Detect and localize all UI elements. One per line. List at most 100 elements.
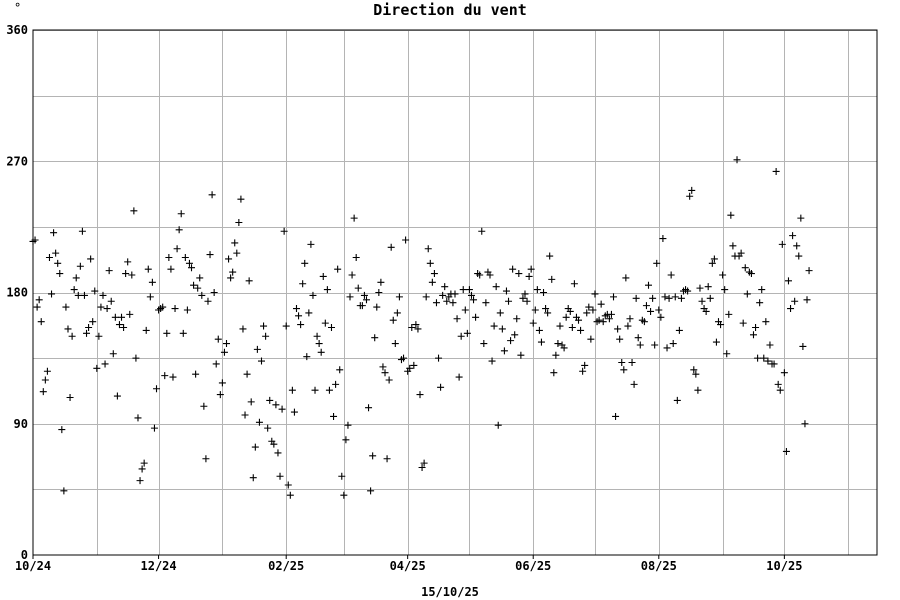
- data-point-marker: [544, 309, 552, 317]
- data-point-marker: [111, 313, 119, 321]
- data-point-marker: [511, 331, 519, 339]
- data-point-marker: [204, 297, 212, 305]
- data-point-marker: [636, 341, 644, 349]
- data-point-marker: [784, 277, 792, 285]
- data-point-marker: [758, 286, 766, 294]
- data-point-marker: [257, 357, 265, 365]
- data-point-marker: [373, 303, 381, 311]
- data-point-marker: [704, 283, 712, 291]
- data-point-marker: [805, 267, 813, 275]
- data-point-marker: [402, 236, 410, 244]
- data-point-marker: [126, 310, 134, 318]
- data-point-marker: [290, 408, 298, 416]
- data-point-marker: [200, 402, 208, 410]
- data-point-marker: [276, 472, 284, 480]
- data-point-marker: [292, 305, 300, 313]
- data-point-marker: [167, 265, 175, 273]
- data-point-marker: [624, 322, 632, 330]
- data-point-marker: [537, 338, 545, 346]
- y-tick-label: 90: [14, 417, 28, 431]
- data-point-marker: [132, 354, 140, 362]
- data-point-marker: [490, 322, 498, 330]
- data-point-marker: [338, 472, 346, 480]
- data-point-marker: [264, 424, 272, 432]
- data-point-marker: [747, 270, 755, 278]
- y-tick-label: 180: [6, 286, 28, 300]
- data-point-marker: [591, 290, 599, 298]
- data-point-marker: [418, 464, 426, 471]
- data-point-marker: [647, 307, 655, 315]
- data-point-marker: [354, 284, 362, 292]
- data-point-marker: [177, 210, 185, 218]
- data-point-marker: [562, 313, 570, 321]
- data-point-marker: [797, 214, 805, 222]
- data-point-marker: [31, 236, 39, 244]
- data-point-marker: [412, 321, 420, 329]
- data-point-marker: [463, 329, 471, 337]
- data-point-marker: [665, 294, 673, 302]
- data-point-marker: [770, 360, 778, 368]
- data-point-marker: [776, 386, 784, 394]
- gridlines: [33, 30, 877, 555]
- data-point-marker: [430, 270, 438, 278]
- data-point-marker: [552, 351, 560, 359]
- data-point-marker: [144, 265, 152, 273]
- data-point-marker: [612, 412, 620, 420]
- data-point-marker: [120, 324, 128, 331]
- data-point-marker: [529, 319, 537, 327]
- data-point-marker: [282, 322, 290, 330]
- data-point-marker: [60, 487, 68, 495]
- data-point-marker: [581, 361, 589, 369]
- data-point-marker: [585, 303, 593, 311]
- data-point-marker: [97, 303, 105, 311]
- data-point-marker: [587, 335, 595, 343]
- data-point-marker: [517, 351, 525, 359]
- data-point-marker: [420, 459, 428, 467]
- data-point-marker: [241, 411, 249, 419]
- data-point-marker: [480, 340, 488, 348]
- data-point-marker: [486, 271, 494, 279]
- data-point-marker: [542, 305, 550, 313]
- data-point-marker: [270, 440, 278, 448]
- data-point-marker: [284, 481, 292, 489]
- data-point-marker: [375, 289, 383, 296]
- data-point-marker: [566, 307, 574, 315]
- data-point-marker: [50, 229, 58, 237]
- data-point-marker: [661, 293, 669, 301]
- data-point-marker: [673, 396, 681, 404]
- data-point-marker: [274, 449, 282, 457]
- data-point-marker: [663, 344, 671, 352]
- data-point-marker: [453, 315, 461, 323]
- data-point-marker: [533, 286, 541, 294]
- data-point-marker: [391, 340, 399, 348]
- data-point-marker: [727, 211, 735, 219]
- data-point-marker: [192, 370, 200, 378]
- data-point-marker: [570, 280, 578, 288]
- data-point-marker: [56, 270, 64, 278]
- data-point-marker: [332, 380, 340, 388]
- data-point-marker: [694, 386, 702, 394]
- data-point-marker: [492, 283, 500, 291]
- data-point-marker: [733, 156, 741, 164]
- data-point-marker: [358, 302, 366, 310]
- data-point-marker: [122, 270, 130, 278]
- data-point-marker: [651, 341, 659, 349]
- data-point-marker: [307, 240, 315, 248]
- data-point-marker: [342, 436, 350, 444]
- data-point-marker: [702, 307, 710, 315]
- data-point-marker: [717, 321, 725, 329]
- data-point-marker: [610, 293, 618, 301]
- data-point-marker: [550, 369, 558, 377]
- data-point-marker: [190, 281, 198, 289]
- data-point-marker: [461, 306, 469, 314]
- data-point-marker: [657, 313, 665, 321]
- data-point-marker: [389, 316, 397, 324]
- data-point-marker: [315, 340, 323, 348]
- data-point-marker: [422, 293, 430, 301]
- data-point-marker: [684, 287, 692, 295]
- data-point-marker: [595, 316, 603, 324]
- data-point-marker: [93, 364, 101, 372]
- data-point-marker: [523, 297, 531, 305]
- data-point-marker: [451, 290, 459, 298]
- data-point-marker: [161, 372, 169, 380]
